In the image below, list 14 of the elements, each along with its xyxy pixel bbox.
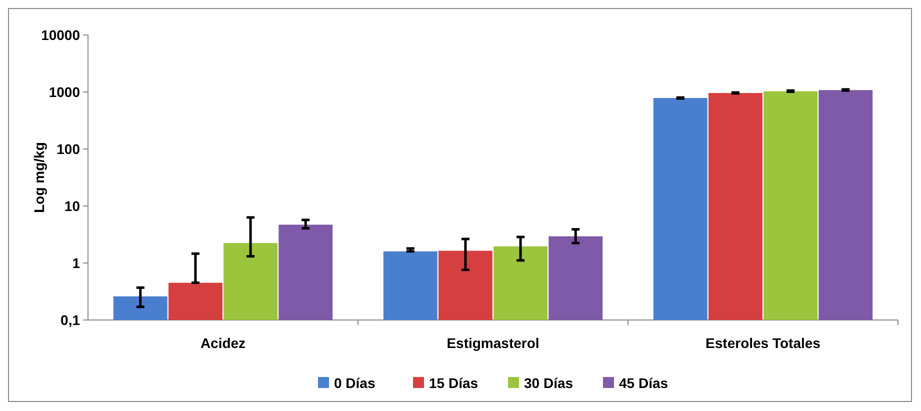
y-tick-label: 1000 (48, 84, 80, 100)
y-axis-title: Log mg/kg (31, 142, 47, 213)
y-tick-label: 100 (56, 140, 80, 157)
legend-label: 30 Días (524, 375, 574, 391)
x-tick-label: Esteroles Totales (706, 335, 821, 351)
legend-label: 15 Días (429, 375, 478, 391)
y-tick-label: 10 (64, 198, 80, 214)
y-tick-label: 10000 (41, 26, 80, 43)
y-tick-label: 1 (72, 254, 80, 271)
y-tick-label: 0,1 (60, 312, 80, 328)
legend-label: 45 Días (619, 375, 668, 391)
legend-label: 0 Días (334, 375, 376, 391)
x-tick-label: Acidez (200, 335, 246, 351)
x-tick-label: Estigmasterol (446, 335, 540, 351)
